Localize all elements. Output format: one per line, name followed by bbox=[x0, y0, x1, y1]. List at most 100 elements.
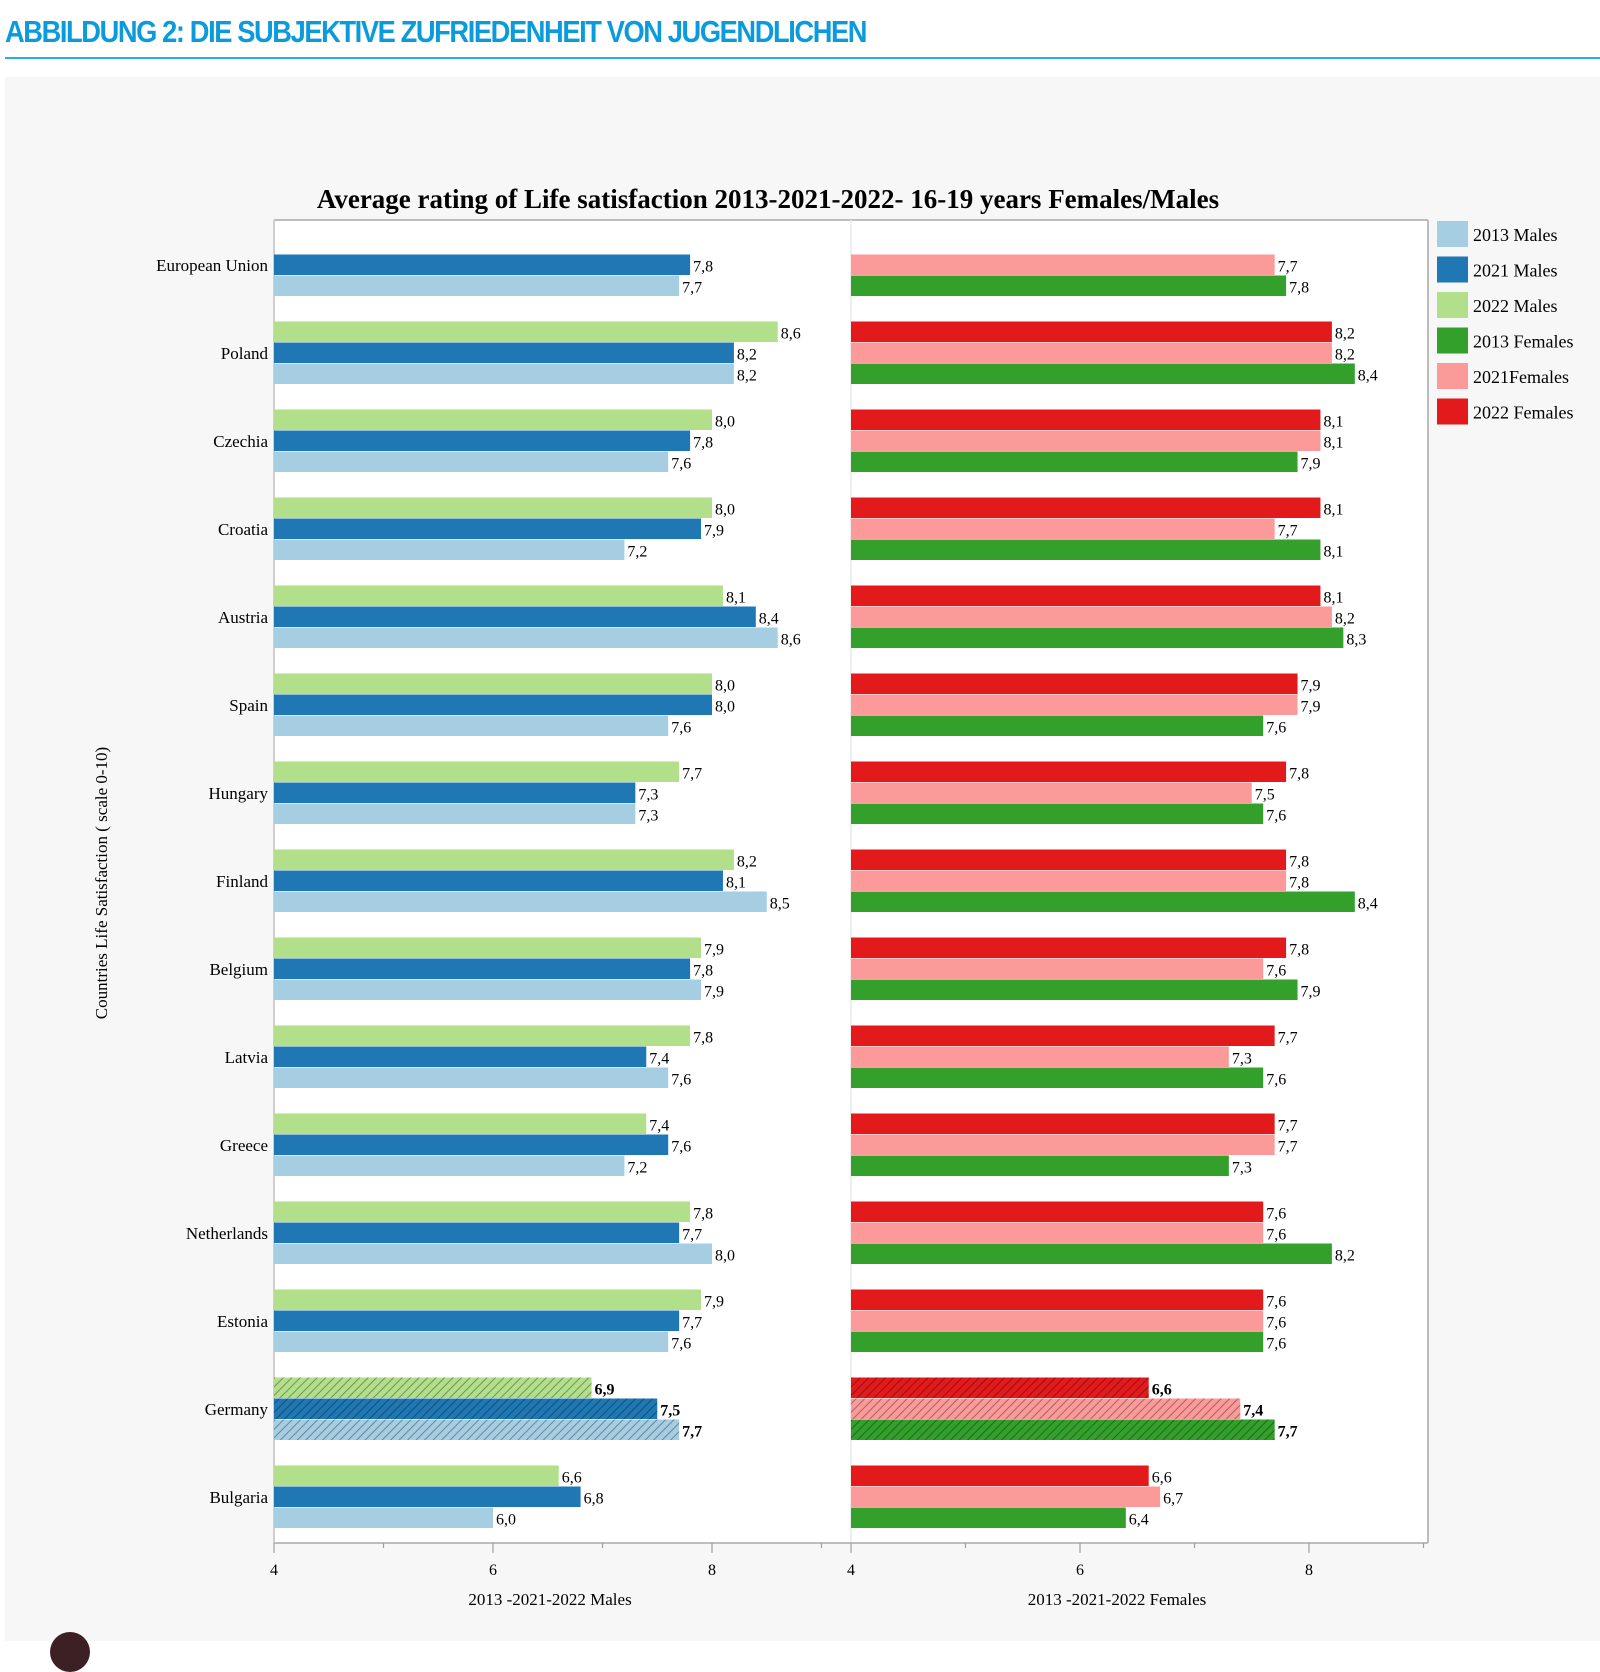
bar-females-2013-females bbox=[851, 715, 1264, 736]
bar-males-2013-males bbox=[274, 1155, 625, 1176]
bar-females-2013-females bbox=[851, 1507, 1126, 1528]
data-label: 7,4 bbox=[649, 1118, 669, 1135]
data-label: 8,4 bbox=[1358, 896, 1378, 913]
data-label: 7,6 bbox=[1266, 1294, 1286, 1311]
data-label: 7,7 bbox=[682, 1424, 702, 1441]
category-label: European Union bbox=[156, 256, 268, 275]
data-label: 8,2 bbox=[1335, 611, 1355, 628]
bar-females-2022-females bbox=[851, 409, 1321, 430]
plot-area: European Union Poland Czechia Croatia Austri… bbox=[156, 219, 1429, 1609]
x-tick-label: 6 bbox=[489, 1562, 497, 1579]
legend-swatch bbox=[1437, 363, 1468, 389]
bar-females-2022-females bbox=[851, 585, 1321, 606]
females-panel: 7,77,88,28,28,48,18,17,98,17,78,18,18,28… bbox=[847, 254, 1425, 1609]
data-label: 7,7 bbox=[1278, 523, 1298, 540]
data-label: 7,7 bbox=[682, 280, 702, 297]
data-label: 6,6 bbox=[562, 1470, 582, 1487]
bar-females-2021females bbox=[851, 694, 1298, 715]
data-label: 7,9 bbox=[1301, 456, 1321, 473]
bar-females-2022-females bbox=[851, 1465, 1149, 1486]
data-label: 7,9 bbox=[704, 1294, 724, 1311]
bar-females-2013-females bbox=[851, 1243, 1332, 1264]
data-label: 8,2 bbox=[737, 347, 757, 364]
category-label: Latvia bbox=[225, 1048, 269, 1067]
data-label: 8,0 bbox=[715, 1248, 735, 1265]
bar-males-2022-males bbox=[274, 1465, 559, 1486]
bar-females-2013-females bbox=[851, 1331, 1264, 1352]
data-label: 7,2 bbox=[627, 544, 647, 561]
category-label: Hungary bbox=[209, 784, 269, 803]
data-label: 7,6 bbox=[671, 1072, 691, 1089]
bar-females-2022-females bbox=[851, 673, 1298, 694]
bar-females-2022-females bbox=[851, 497, 1321, 518]
data-label: 7,6 bbox=[1266, 1072, 1286, 1089]
data-label: 7,8 bbox=[693, 1030, 713, 1047]
data-label: 8,0 bbox=[715, 699, 735, 716]
bar-females-2022-females bbox=[851, 849, 1287, 870]
bar-males-2022-males bbox=[274, 409, 712, 430]
data-label: 6,6 bbox=[1152, 1382, 1172, 1399]
bar-males-2021-males bbox=[274, 254, 691, 275]
bar-hatch bbox=[274, 1377, 592, 1398]
bar-males-2013-males bbox=[274, 627, 778, 648]
bar-females-2021females bbox=[851, 958, 1264, 979]
data-label: 7,6 bbox=[671, 1336, 691, 1353]
bar-males-2013-males bbox=[274, 539, 625, 560]
bar-males-2021-males bbox=[274, 1046, 647, 1067]
data-label: 7,4 bbox=[649, 1051, 669, 1068]
bar-males-2013-males bbox=[274, 891, 767, 912]
data-label: 7,9 bbox=[704, 942, 724, 959]
legend-label: 2022 Males bbox=[1473, 296, 1558, 316]
legend-label: 2021 Males bbox=[1473, 261, 1558, 281]
y-axis-label: Countries Life Satisfaction ( scale 0-10… bbox=[92, 747, 111, 1019]
bar-females-2022-females bbox=[851, 1201, 1264, 1222]
data-label: 7,7 bbox=[682, 1227, 702, 1244]
data-label: 7,6 bbox=[1266, 1206, 1286, 1223]
legend-swatch bbox=[1437, 256, 1468, 283]
data-label: 8,5 bbox=[770, 896, 790, 913]
bar-males-2022-males bbox=[274, 1289, 702, 1310]
data-label: 8,2 bbox=[1335, 326, 1355, 343]
data-label: 8,6 bbox=[781, 632, 801, 649]
x-tick-label: 6 bbox=[1076, 1562, 1084, 1579]
legend-label: 2013 Males bbox=[1473, 225, 1558, 245]
data-label: 7,3 bbox=[638, 787, 658, 804]
data-label: 7,9 bbox=[1301, 984, 1321, 1001]
data-label: 7,6 bbox=[671, 720, 691, 737]
bar-males-2021-males bbox=[274, 870, 723, 891]
data-label: 7,7 bbox=[1278, 259, 1298, 276]
bar-females-2013-females bbox=[851, 275, 1287, 296]
data-label: 7,5 bbox=[1255, 787, 1275, 804]
bar-males-2021-males bbox=[274, 430, 691, 451]
bar-females-2021females bbox=[851, 342, 1332, 363]
category-label: Greece bbox=[220, 1136, 268, 1155]
bar-males-2013-males bbox=[274, 451, 669, 472]
data-label: 8,2 bbox=[737, 368, 757, 385]
bar-males-2022-males bbox=[274, 585, 723, 606]
bar-males-2021-males bbox=[274, 1134, 669, 1155]
data-label: 8,1 bbox=[1323, 414, 1343, 431]
bar-males-2021-males bbox=[274, 782, 636, 803]
bar-females-2021females bbox=[851, 1134, 1275, 1155]
bar-males-2021-males bbox=[274, 518, 702, 539]
logo-icon bbox=[50, 1632, 90, 1672]
bar-females-2013-females bbox=[851, 1155, 1229, 1176]
data-label: 7,7 bbox=[1278, 1030, 1298, 1047]
data-label: 7,9 bbox=[704, 984, 724, 1001]
data-label: 8,6 bbox=[781, 326, 801, 343]
data-label: 7,3 bbox=[638, 808, 658, 825]
bar-females-2013-females bbox=[851, 539, 1321, 560]
heading-rule bbox=[5, 57, 1600, 59]
bar-males-2022-males bbox=[274, 1113, 647, 1134]
data-label: 7,8 bbox=[693, 963, 713, 980]
data-label: 7,4 bbox=[1243, 1403, 1263, 1420]
category-label: Netherlands bbox=[186, 1224, 268, 1243]
data-label: 7,8 bbox=[1289, 766, 1309, 783]
bar-females-2021females bbox=[851, 1222, 1264, 1243]
x-tick-label: 4 bbox=[270, 1562, 278, 1579]
x-axis-label-males: 2013 -2021-2022 Males bbox=[468, 1590, 631, 1609]
data-label: 7,9 bbox=[704, 523, 724, 540]
bar-females-2021females bbox=[851, 1046, 1229, 1067]
bar-females-2021females bbox=[851, 870, 1287, 891]
bar-females-2013-females bbox=[851, 891, 1355, 912]
